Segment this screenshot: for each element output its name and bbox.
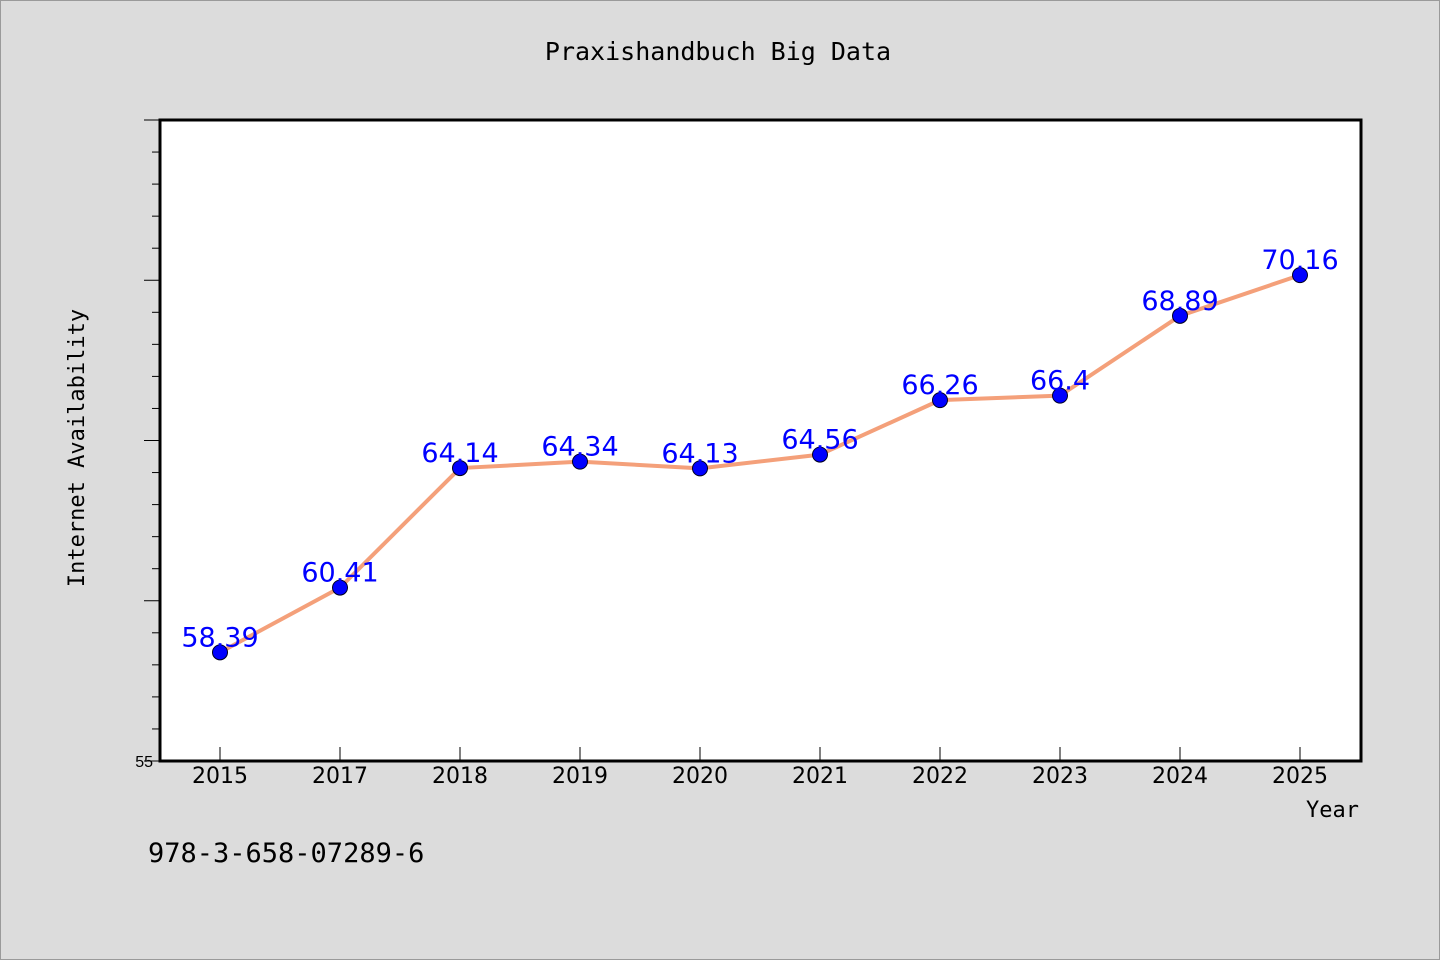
series-line: [219, 273, 1301, 655]
data-point: [572, 453, 588, 470]
x-tick-label: 2020: [672, 764, 728, 789]
data-label: 66.4: [1030, 366, 1090, 397]
x-tick-label: 2023: [1032, 764, 1088, 789]
footnote: 978-3-658-07289-6: [148, 838, 424, 869]
series-group: 58.39 60.41 64.14 64.34 64.13 64.56 66.26 66.4 6…: [181, 245, 1339, 661]
y-axis-label: Internet Availability: [65, 309, 90, 587]
plot-area: [158, 118, 1363, 763]
data-point: [812, 446, 828, 463]
data-label: 64.56: [781, 425, 858, 456]
chart-title: Praxishandbuch Big Data: [545, 37, 891, 66]
data-label: 64.13: [661, 438, 738, 469]
y-tick-label: 55: [135, 754, 153, 771]
data-point: [1292, 267, 1308, 284]
x-tick-label: 2017: [312, 764, 368, 789]
data-point: [1172, 307, 1188, 324]
x-tick-label: 2018: [432, 764, 488, 789]
x-tick-label: 2015: [192, 764, 248, 789]
x-tick-label: 2025: [1272, 764, 1328, 789]
data-label: 64.14: [421, 438, 498, 469]
data-point: [332, 579, 348, 596]
y-axis-ticks: 55: [135, 119, 160, 771]
data-label: 60.41: [301, 558, 378, 589]
x-tick-label: 2019: [552, 764, 608, 789]
data-label: 68.89: [1141, 286, 1218, 317]
data-point: [1052, 387, 1068, 404]
data-point: [452, 460, 468, 477]
data-point: [932, 392, 948, 409]
data-point: [692, 460, 708, 477]
x-axis-label: Year: [1306, 798, 1359, 823]
data-label: 66.26: [901, 370, 978, 401]
x-tick-label: 2021: [792, 764, 848, 789]
data-label: 64.34: [541, 432, 618, 463]
x-axis-ticks: 2015 2017 2018 2019 2020 2021 2022 2023 2024 2025: [192, 747, 1328, 789]
data-label: 58.39: [181, 622, 258, 653]
x-tick-label: 2022: [912, 764, 968, 789]
data-point: [212, 644, 228, 661]
x-tick-label: 2024: [1152, 764, 1208, 789]
data-label: 70.16: [1261, 245, 1338, 276]
